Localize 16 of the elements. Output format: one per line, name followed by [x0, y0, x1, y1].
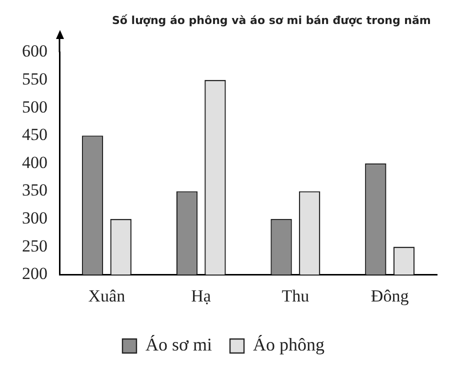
y-tick-label: 250	[22, 236, 48, 256]
chart-title: Số lượng áo phông và áo sơ mi bán được trong năm	[112, 14, 431, 27]
x-tick-label: Hạ	[191, 286, 212, 306]
y-tick-label: 300	[22, 208, 48, 228]
y-tick-label: 600	[22, 42, 48, 61]
y-tick-label: 400	[22, 152, 48, 172]
legend-label: Áo phông	[253, 334, 325, 355]
x-tick-label: Đông	[370, 286, 410, 306]
x-tick-label: Thu	[282, 286, 310, 306]
y-tick-label: 450	[22, 125, 48, 144]
y-tick-label: 500	[22, 97, 48, 116]
legend-label: Áo sơ mi	[145, 334, 212, 355]
y-tick-label: 350	[22, 180, 48, 200]
y-tick-label: 550	[22, 69, 48, 88]
y-tick-label: 200	[22, 264, 48, 284]
x-tick-label: Xuân	[88, 286, 126, 306]
